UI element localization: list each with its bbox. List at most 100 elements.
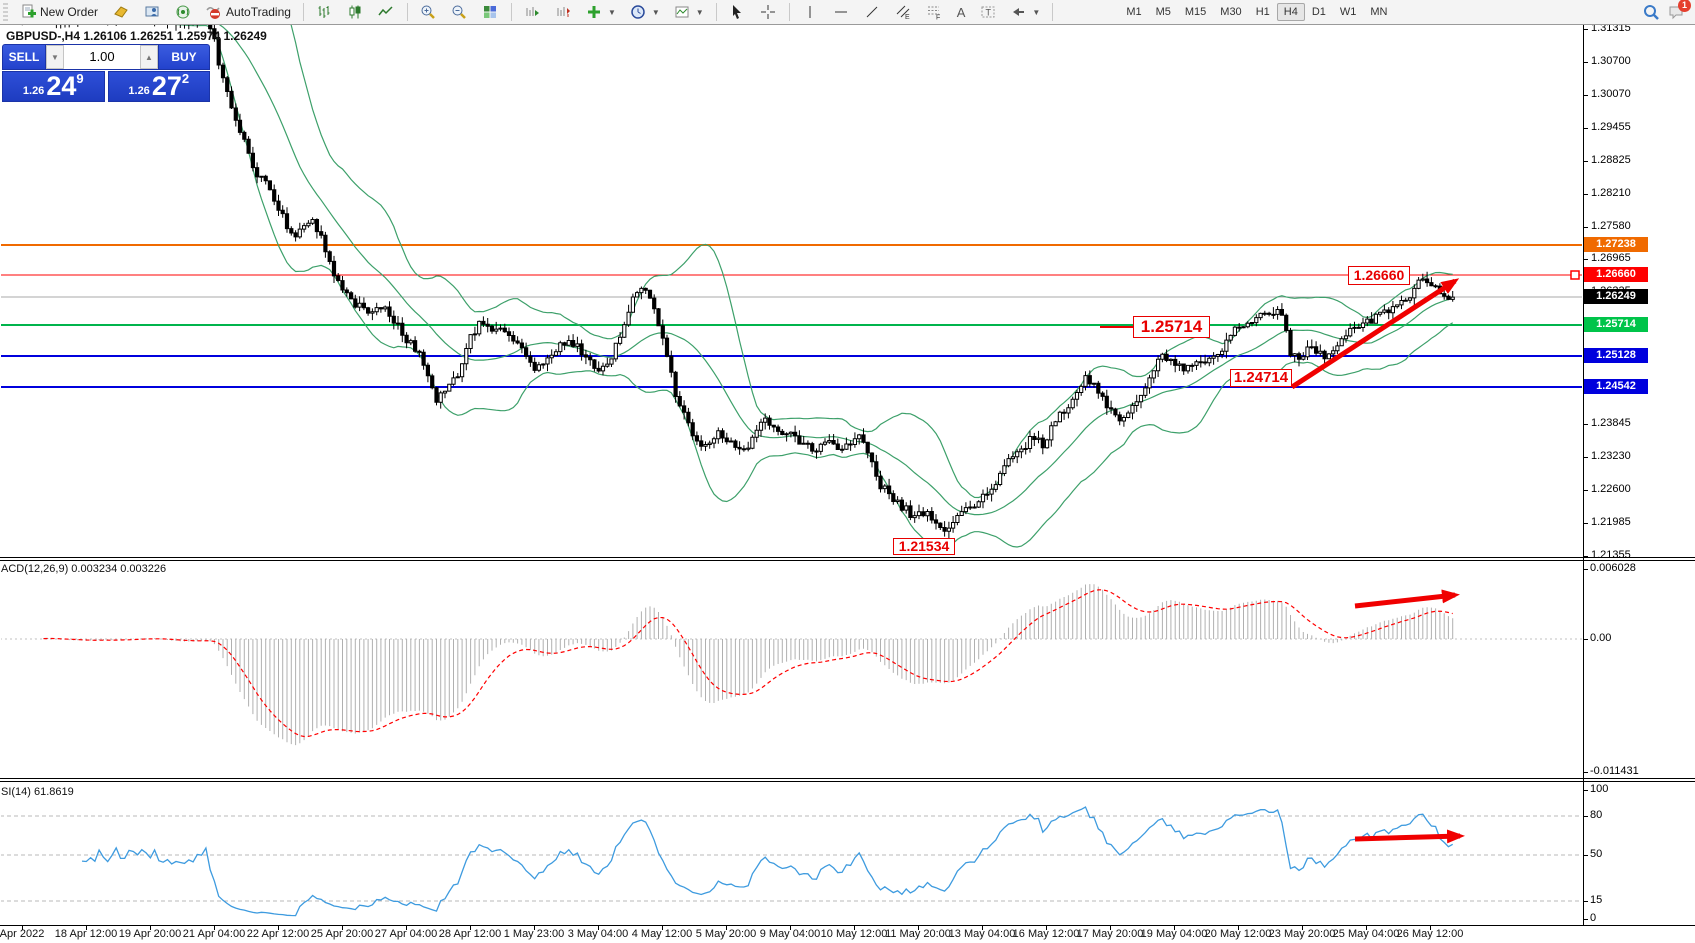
svg-text:T: T bbox=[985, 8, 991, 18]
timeframe-button-m30[interactable]: M30 bbox=[1220, 6, 1242, 18]
timeframe-button-d1[interactable]: D1 bbox=[1311, 6, 1326, 18]
timeframe-button-h1[interactable]: H1 bbox=[1255, 6, 1270, 18]
vertical-line-icon bbox=[802, 4, 819, 21]
autotrading-label: AutoTrading bbox=[226, 5, 291, 19]
fibonacci-icon: F bbox=[926, 4, 943, 21]
one-click-trading-panel: SELL ▼ 1.00 ▲ BUY 1.26 24 9 1.26 27 2 bbox=[2, 44, 210, 102]
fibonacci-tool-button[interactable]: F bbox=[920, 1, 949, 24]
new-order-label: New Order bbox=[40, 5, 99, 19]
dropdown-caret-icon: ▼ bbox=[1032, 7, 1041, 17]
market-watch-button[interactable] bbox=[137, 1, 166, 24]
toolbar-grip[interactable] bbox=[3, 3, 8, 21]
separator bbox=[1052, 3, 1054, 21]
text-tool-icon: A bbox=[956, 4, 966, 20]
autotrading-icon bbox=[205, 4, 222, 21]
crosshair-icon bbox=[760, 4, 777, 21]
new-order-button[interactable]: New Order bbox=[13, 1, 104, 24]
buy-button[interactable]: BUY bbox=[158, 44, 210, 70]
line-chart-button[interactable] bbox=[372, 1, 401, 24]
buy-price-sup: 2 bbox=[181, 71, 190, 86]
timeframe-button-m1[interactable]: M1 bbox=[1126, 6, 1142, 18]
line-chart-icon bbox=[378, 4, 395, 21]
zoom-out-icon bbox=[451, 4, 468, 21]
timeframe-button-m5[interactable]: M5 bbox=[1155, 6, 1171, 18]
horizontal-line-tool-button[interactable] bbox=[827, 1, 856, 24]
templates-button[interactable]: ▼ bbox=[668, 1, 710, 24]
notifications-button[interactable]: 1 bbox=[1668, 0, 1691, 21]
text-label-tool-button[interactable]: T bbox=[973, 1, 1002, 24]
indicators-add-icon bbox=[586, 4, 603, 21]
search-icon[interactable] bbox=[1643, 4, 1660, 21]
zoom-out-button[interactable] bbox=[445, 1, 474, 24]
zoom-in-icon bbox=[420, 4, 437, 21]
cursor-tool-button[interactable] bbox=[723, 1, 752, 24]
signals-button[interactable] bbox=[168, 1, 197, 24]
channel-tool-button[interactable]: E bbox=[889, 1, 918, 24]
trendline-icon bbox=[864, 4, 881, 21]
svg-text:F: F bbox=[936, 15, 940, 21]
sell-price-big: 24 bbox=[46, 71, 77, 101]
vertical-line-tool-button[interactable] bbox=[796, 1, 825, 24]
chart-shift-button[interactable] bbox=[549, 1, 578, 24]
periods-button[interactable]: ▼ bbox=[624, 1, 666, 24]
tile-windows-icon bbox=[482, 4, 499, 21]
price-alert-button[interactable] bbox=[106, 1, 135, 24]
bar-chart-icon bbox=[316, 4, 333, 21]
candlestick-chart-button[interactable] bbox=[341, 1, 370, 24]
dropdown-caret-icon: ▼ bbox=[607, 7, 616, 17]
signals-icon bbox=[174, 4, 191, 21]
timeframe-button-m15[interactable]: M15 bbox=[1184, 6, 1207, 18]
sell-price-display[interactable]: 1.26 24 9 bbox=[2, 71, 105, 102]
separator bbox=[406, 3, 408, 21]
market-watch-icon bbox=[143, 4, 160, 21]
dropdown-caret-icon: ▼ bbox=[695, 7, 704, 17]
sell-price-sup: 9 bbox=[76, 71, 84, 86]
text-tool-button[interactable]: A bbox=[951, 2, 972, 23]
trend-arrow bbox=[1354, 829, 1465, 844]
trend-arrow bbox=[1290, 278, 1460, 390]
timeframe-button-mn[interactable]: MN bbox=[1370, 6, 1388, 18]
volume-field[interactable]: 1.00 bbox=[64, 45, 140, 69]
sell-button[interactable]: SELL bbox=[2, 44, 46, 70]
toolbar-right-group: 1 bbox=[1643, 0, 1695, 21]
text-label-icon: T bbox=[979, 4, 996, 21]
arrows-icon bbox=[1010, 4, 1027, 21]
timeframe-button-w1[interactable]: W1 bbox=[1339, 6, 1357, 18]
arrows-tool-button[interactable]: ▼ bbox=[1004, 1, 1046, 24]
zoom-in-button[interactable] bbox=[414, 1, 443, 24]
indicators-button[interactable]: ▼ bbox=[580, 1, 622, 24]
volume-increase-button[interactable]: ▲ bbox=[140, 45, 158, 69]
chart-shift-icon bbox=[555, 4, 572, 21]
horizontal-line-icon bbox=[833, 4, 850, 21]
separator bbox=[510, 3, 512, 21]
separator bbox=[715, 3, 717, 21]
equidistant-channel-icon: E bbox=[895, 4, 912, 21]
timeframe-button-h4[interactable]: H4 bbox=[1276, 3, 1305, 21]
trendline-tool-button[interactable] bbox=[858, 1, 887, 24]
trend-arrow bbox=[1354, 589, 1460, 609]
price-alert-icon bbox=[112, 4, 129, 21]
autotrading-button[interactable]: AutoTrading bbox=[199, 1, 297, 24]
separator bbox=[302, 3, 304, 21]
timeframe-toolbar: M1 M5 M15 M30 H1 H4 D1 W1 MN bbox=[1119, 3, 1394, 21]
auto-scroll-icon bbox=[524, 4, 541, 21]
clock-icon bbox=[630, 4, 647, 21]
template-icon bbox=[674, 4, 691, 21]
svg-text:E: E bbox=[905, 14, 910, 20]
crosshair-tool-button[interactable] bbox=[754, 1, 783, 24]
new-order-icon bbox=[19, 4, 36, 21]
toolbar: New Order AutoTrading bbox=[0, 0, 1695, 25]
tile-windows-button[interactable] bbox=[476, 1, 505, 24]
sell-price-small: 1.26 bbox=[22, 85, 45, 97]
buy-price-display[interactable]: 1.26 27 2 bbox=[107, 71, 210, 102]
auto-scroll-button[interactable] bbox=[518, 1, 547, 24]
volume-decrease-button[interactable]: ▼ bbox=[46, 45, 64, 69]
bar-chart-button[interactable] bbox=[310, 1, 339, 24]
candlestick-chart-icon bbox=[347, 4, 364, 21]
buy-price-big: 27 bbox=[151, 71, 182, 101]
buy-price-small: 1.26 bbox=[128, 85, 150, 97]
volume-spinner: ▼ 1.00 ▲ bbox=[46, 44, 158, 70]
dropdown-caret-icon: ▼ bbox=[651, 7, 660, 17]
